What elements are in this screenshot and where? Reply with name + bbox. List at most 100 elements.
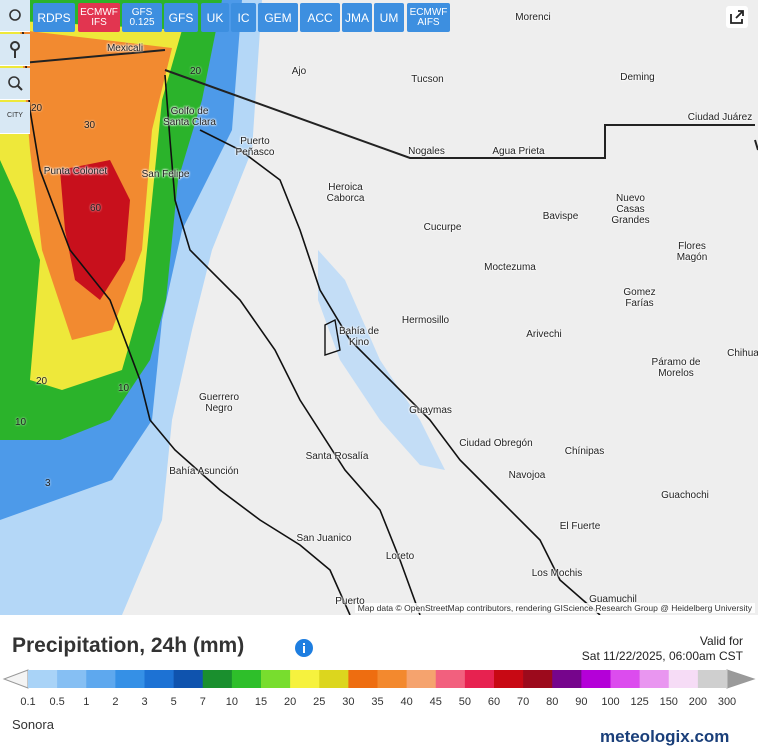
- model-label: RDPS: [37, 10, 71, 25]
- model-label: ECMWF: [80, 6, 118, 18]
- legend-label: 0.1: [20, 696, 36, 708]
- contour-label: 3: [45, 478, 51, 489]
- colorbar-cell: [435, 670, 466, 688]
- colorbar-cell: [523, 670, 553, 688]
- city-label: Punta Colonet: [43, 166, 108, 177]
- city-label: Bavispe: [542, 211, 579, 222]
- city-label: Santa Rosalía: [305, 451, 369, 462]
- model-button[interactable]: ECMWF AIFS: [407, 3, 450, 32]
- city-label: San Felipe: [141, 169, 190, 180]
- city-label: Nuevo Casas Grandes: [611, 193, 650, 226]
- model-label: IC: [237, 10, 250, 25]
- model-label: ECMWF: [409, 6, 448, 18]
- colorbar-cell: [290, 670, 320, 688]
- model-label: JMA: [345, 10, 369, 25]
- model-button[interactable]: JMA: [342, 3, 372, 32]
- city-label: Morenci: [515, 12, 551, 23]
- model-button[interactable]: GFS 0.125: [122, 3, 162, 32]
- colorbar-cell: [86, 670, 116, 688]
- city-label: Arivechi: [526, 329, 562, 340]
- city-label: El Fuerte: [559, 521, 601, 532]
- city-label: Bahía de Kino: [338, 326, 380, 348]
- city-label: Los Mochis: [531, 568, 583, 579]
- model-button[interactable]: ACC: [300, 3, 340, 32]
- model-label: ACC: [307, 10, 333, 25]
- city-label: Hermosillo: [401, 315, 450, 326]
- city-label: Mexicali: [106, 43, 144, 54]
- colorbar-cell: [581, 670, 611, 688]
- info-icon[interactable]: [294, 638, 314, 658]
- colorbar: [2, 669, 756, 689]
- legend-label: 60: [487, 696, 501, 708]
- city-label: Guaymas: [409, 405, 452, 416]
- valid-time: Sat 11/22/2025, 06:00am CST: [581, 649, 743, 663]
- city-label: Tucson: [411, 74, 444, 85]
- model-button[interactable]: GEM: [258, 3, 298, 32]
- colorbar-cell: [639, 670, 670, 688]
- model-button[interactable]: UK: [201, 3, 229, 32]
- colorbar-cell: [552, 670, 582, 688]
- legend-label: 45: [429, 696, 442, 708]
- contour-label: 20: [31, 103, 43, 114]
- city-label: San Juanico: [296, 533, 352, 544]
- legend-label: 0.5: [49, 696, 65, 708]
- city-label: Flores Magón: [676, 241, 708, 263]
- colorbar-cell: [406, 670, 437, 688]
- model-label: IFS: [91, 16, 107, 28]
- city-label: Ciudad Juárez: [687, 112, 753, 123]
- legend-label: 15: [254, 696, 268, 708]
- legend-label: 1: [83, 696, 90, 708]
- city-label: Navojoa: [508, 470, 546, 481]
- city-label: Chínipas: [564, 446, 605, 457]
- attribution: Map data © OpenStreetMap contributors, r…: [354, 603, 755, 613]
- model-button[interactable]: RDPS: [33, 3, 75, 32]
- model-label: GFS: [168, 10, 194, 25]
- colorbar-cell: [202, 670, 233, 688]
- legend-label: 20: [284, 696, 297, 708]
- colorbar-cell: [697, 670, 728, 688]
- city-label: Heroica Caborca: [326, 182, 365, 204]
- legend-title: Precipitation, 24h (mm): [12, 634, 245, 657]
- model-button[interactable]: ECMWF IFS: [78, 3, 120, 32]
- zoom-button[interactable]: [0, 68, 30, 100]
- city-label: Puerto: [335, 596, 365, 607]
- colorbar-cell: [610, 670, 641, 688]
- model-label: UM: [379, 10, 399, 25]
- city-label: Ajo: [291, 66, 307, 77]
- city-label: Chihua: [727, 348, 758, 359]
- colorbar-cell: [261, 670, 291, 688]
- map[interactable]: CITY Map data © OpenStreetMap contributo…: [0, 0, 758, 615]
- contour-label: 20: [190, 66, 202, 77]
- model-button[interactable]: UM: [374, 3, 404, 32]
- model-label: UK: [206, 10, 224, 25]
- colorbar-cell: [377, 670, 408, 688]
- city-label: Golfo de Santa Clara: [163, 106, 216, 128]
- legend-label: 7: [199, 696, 206, 708]
- contour-label: 30: [84, 120, 96, 131]
- colorbar-cell: [144, 670, 175, 688]
- model-button[interactable]: GFS: [164, 3, 198, 32]
- city-label: Páramo de Morelos: [651, 357, 701, 379]
- city-label: Cucurpe: [423, 222, 462, 233]
- refresh-button[interactable]: [0, 0, 30, 32]
- city-label: Deming: [620, 72, 655, 83]
- colorbar-cell: [28, 670, 58, 688]
- colorbar-cell: [464, 670, 495, 688]
- city-label: Loreto: [385, 551, 415, 562]
- contour-label: 20: [36, 376, 48, 387]
- city-button[interactable]: CITY: [0, 102, 30, 134]
- legend-label: 150: [659, 696, 678, 708]
- legend-label: 90: [575, 696, 588, 708]
- legend-label: 40: [400, 696, 413, 708]
- share-button[interactable]: [726, 6, 748, 28]
- colorbar-cell: [115, 670, 145, 688]
- model-button[interactable]: IC: [231, 3, 256, 32]
- model-label: AIFS: [417, 16, 440, 28]
- location-button[interactable]: [0, 34, 30, 66]
- legend-label: 100: [601, 696, 620, 708]
- city-label: Bahía Asunción: [169, 466, 239, 477]
- contour-label: 10: [118, 383, 130, 394]
- map-drawing: [0, 0, 758, 615]
- colorbar-cell: [173, 670, 204, 688]
